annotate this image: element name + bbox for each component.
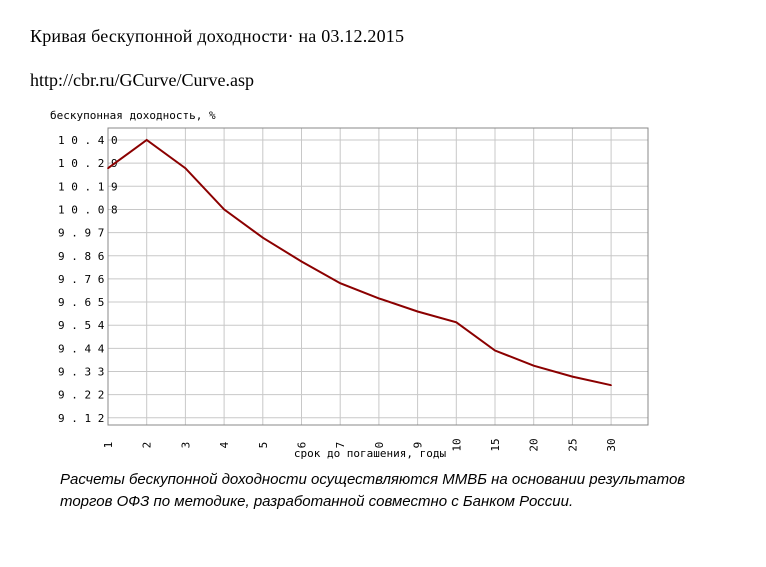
data-point [300, 260, 303, 263]
y-tick-label: 1 0 . 0 8 [58, 203, 118, 216]
x-tick-label: 30 [605, 438, 618, 451]
y-tick-label: 9 . 3 3 [58, 366, 104, 379]
data-point [416, 310, 419, 313]
y-tick-label: 1 0 . 4 0 [58, 134, 118, 147]
data-point [184, 167, 187, 170]
y-tick-label: 9 . 6 5 [58, 296, 104, 309]
y-tick-labels: 1 0 . 4 0 1 0 . 2 9 1 0 . 1 9 1 0 . 0 8 9 . … [58, 134, 118, 425]
y-axis-label: бескупонная доходность, % [50, 109, 216, 122]
y-tick-label: 9 . 8 6 [58, 250, 104, 263]
x-tick-label: 5 [257, 442, 270, 449]
data-point [571, 375, 574, 378]
y-tick-label: 1 0 . 1 9 [58, 180, 118, 193]
data-point [107, 167, 109, 170]
series-line [107, 138, 612, 387]
data-point [145, 139, 148, 141]
data-point [223, 208, 225, 211]
data-point [455, 321, 458, 324]
x-tick-labels: 1 2 3 4 5 6 7 0 9 10 15 20 25 30 [102, 438, 618, 451]
x-tick-label: 0 [373, 442, 386, 449]
data-point [339, 282, 342, 285]
data-point [262, 236, 264, 239]
y-tick-label: 9 . 9 7 [58, 227, 104, 240]
x-tick-label: 3 [179, 442, 192, 449]
source-url[interactable]: http://cbr.ru/GCurve/Curve.asp [30, 70, 254, 90]
y-tick-label: 9 . 1 2 [58, 412, 104, 425]
series-layer [107, 138, 612, 387]
x-axis-label: срок до погашения, годы [294, 447, 447, 460]
x-tick-label: 20 [528, 438, 541, 451]
x-tick-label: 2 [141, 442, 154, 449]
x-tick-label: 10 [450, 438, 463, 451]
x-tick-label: 25 [566, 438, 579, 451]
y-tick-label: 1 0 . 2 9 [58, 157, 118, 170]
data-point [494, 349, 496, 352]
x-tick-label: 9 [412, 442, 425, 449]
page-heading: Кривая бескупонной доходности· на 03.12.… [30, 26, 405, 46]
footnote-line-2: торгов ОФЗ по методике, разработанной со… [60, 493, 574, 510]
data-point [378, 297, 380, 300]
footnote-line-1: Расчеты бескупонной доходности осуществл… [60, 471, 686, 488]
y-tick-label: 9 . 7 6 [58, 273, 104, 286]
plot-frame [107, 127, 649, 426]
x-tick-label: 15 [489, 438, 502, 451]
y-tick-label: 9 . 5 4 [58, 319, 105, 332]
y-tick-label: 9 . 4 4 [58, 342, 105, 355]
x-tick-label: 6 [296, 442, 309, 449]
data-point [532, 364, 535, 367]
data-point [610, 384, 612, 387]
x-tick-label: 7 [334, 442, 347, 449]
x-tick-label: 1 [102, 442, 115, 449]
footnote: Расчеты бескупонной доходности осуществл… [60, 469, 750, 513]
y-tick-label: 9 . 2 2 [58, 389, 104, 402]
grid-layer [107, 128, 648, 425]
x-tick-label: 4 [218, 441, 231, 448]
